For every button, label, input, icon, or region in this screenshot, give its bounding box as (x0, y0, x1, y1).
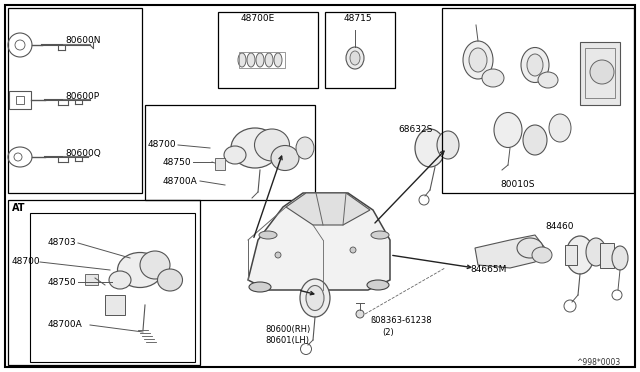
Ellipse shape (300, 279, 330, 317)
Ellipse shape (346, 47, 364, 69)
Ellipse shape (231, 128, 279, 168)
Text: 80600P: 80600P (65, 92, 99, 101)
Bar (9, 91, 31, 109)
Bar (16, 96, 24, 104)
Text: 80600Q: 80600Q (65, 149, 100, 158)
Text: 48700: 48700 (148, 140, 177, 149)
Ellipse shape (612, 246, 628, 270)
Text: 48750: 48750 (48, 278, 77, 287)
Ellipse shape (469, 48, 487, 72)
Ellipse shape (538, 72, 558, 88)
Ellipse shape (527, 54, 543, 76)
Ellipse shape (274, 53, 282, 67)
Text: 80600(RH): 80600(RH) (265, 325, 310, 334)
Text: 68632S: 68632S (398, 125, 433, 134)
Bar (239, 52, 285, 68)
Bar (600, 243, 614, 268)
Bar (215, 158, 225, 170)
Ellipse shape (371, 231, 389, 239)
Polygon shape (475, 235, 545, 268)
Text: ^998*0003: ^998*0003 (576, 358, 620, 367)
Ellipse shape (566, 236, 594, 274)
Bar (8, 200, 200, 365)
Polygon shape (286, 193, 370, 225)
Ellipse shape (437, 131, 459, 159)
Ellipse shape (296, 137, 314, 159)
Text: 80600N: 80600N (65, 36, 100, 45)
Text: 48703: 48703 (48, 238, 77, 247)
Text: 84460: 84460 (545, 222, 573, 231)
Ellipse shape (521, 48, 549, 83)
Ellipse shape (532, 247, 552, 263)
Ellipse shape (415, 129, 445, 167)
Ellipse shape (271, 145, 299, 170)
Ellipse shape (224, 146, 246, 164)
Polygon shape (248, 193, 390, 290)
Ellipse shape (350, 51, 360, 65)
Text: (2): (2) (382, 328, 394, 337)
Ellipse shape (256, 53, 264, 67)
Ellipse shape (306, 285, 324, 311)
Ellipse shape (494, 112, 522, 148)
Bar (145, 105, 315, 200)
Ellipse shape (265, 53, 273, 67)
Ellipse shape (517, 238, 543, 258)
Ellipse shape (247, 53, 255, 67)
Bar (565, 245, 577, 265)
Ellipse shape (367, 280, 389, 290)
Ellipse shape (523, 125, 547, 155)
Text: 48750: 48750 (163, 158, 191, 167)
Text: 48700A: 48700A (163, 177, 198, 186)
Text: 48700E: 48700E (241, 14, 275, 23)
Ellipse shape (249, 282, 271, 292)
Ellipse shape (109, 271, 131, 289)
Circle shape (590, 60, 614, 84)
Bar (585, 48, 615, 98)
Bar (105, 295, 125, 315)
Ellipse shape (255, 129, 289, 161)
Ellipse shape (259, 231, 277, 239)
Ellipse shape (482, 69, 504, 87)
Ellipse shape (140, 251, 170, 279)
Circle shape (350, 247, 356, 253)
Ellipse shape (586, 238, 606, 266)
Ellipse shape (157, 269, 182, 291)
Bar (8, 8, 142, 193)
Text: 48700A: 48700A (48, 320, 83, 329)
Text: 48700: 48700 (12, 257, 40, 266)
Text: 80010S: 80010S (500, 180, 535, 189)
Ellipse shape (238, 53, 246, 67)
Ellipse shape (118, 253, 163, 288)
Bar (85, 274, 98, 285)
Bar (325, 12, 395, 88)
Bar (30, 213, 195, 362)
Bar (442, 8, 634, 193)
Circle shape (275, 252, 281, 258)
Bar (218, 12, 318, 88)
Text: 84665M: 84665M (470, 265, 506, 274)
Circle shape (356, 310, 364, 318)
Text: AT: AT (12, 203, 26, 213)
Text: 48715: 48715 (344, 14, 372, 23)
Ellipse shape (463, 41, 493, 79)
Ellipse shape (549, 114, 571, 142)
Text: ß08363-61238: ß08363-61238 (370, 316, 431, 325)
Bar (580, 42, 620, 105)
Text: 80601(LH): 80601(LH) (265, 336, 309, 345)
